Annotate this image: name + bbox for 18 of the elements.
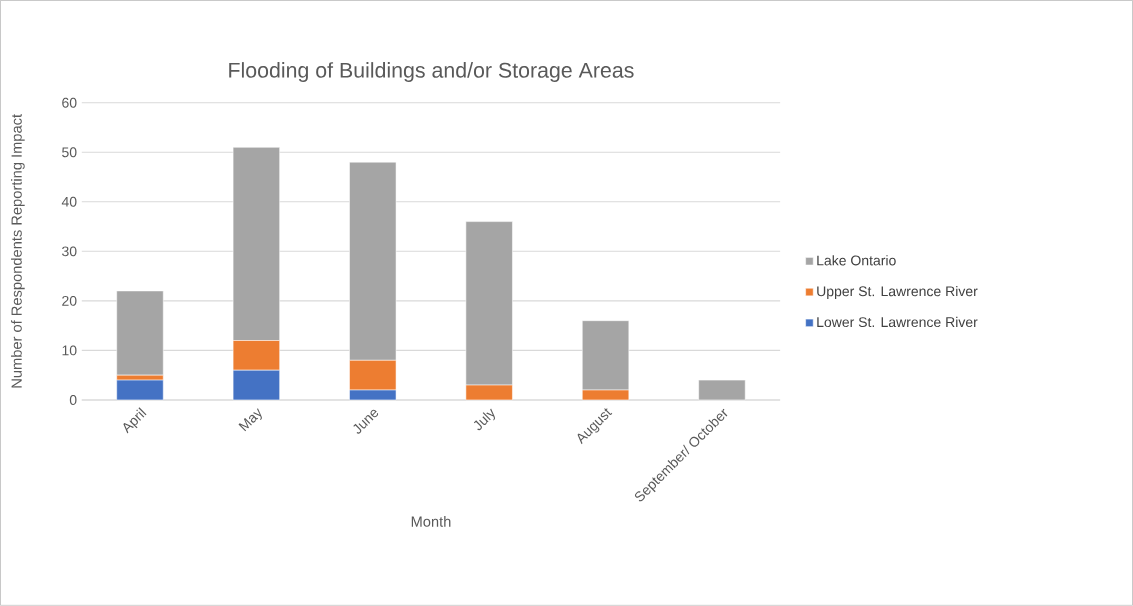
legend-label: Lower St. Lawrence River — [817, 316, 978, 328]
y-tick-label: 60 — [62, 97, 77, 108]
x-tick-label: May — [238, 408, 262, 432]
x-tick-label: July — [473, 408, 496, 431]
y-axis-title: Number of Respondents Reporting Impact — [11, 114, 25, 388]
legend-label: Lake Ontario — [817, 255, 896, 266]
y-tick-label: 30 — [62, 246, 77, 257]
y-tick-label: 40 — [61, 196, 77, 207]
x-axis-title: Month — [411, 516, 451, 527]
y-tick-label: 10 — [62, 345, 77, 356]
bar — [698, 379, 746, 401]
legend-label: Upper St. Lawrence River — [817, 286, 978, 300]
y-tick-label: 0 — [69, 395, 77, 406]
y-tick-label: 20 — [62, 296, 77, 306]
y-tick-label: 50 — [62, 147, 77, 158]
bar — [116, 379, 164, 401]
chart-title: Flooding of Buildings and/or Storage Areas — [229, 62, 634, 83]
bar — [116, 290, 164, 376]
